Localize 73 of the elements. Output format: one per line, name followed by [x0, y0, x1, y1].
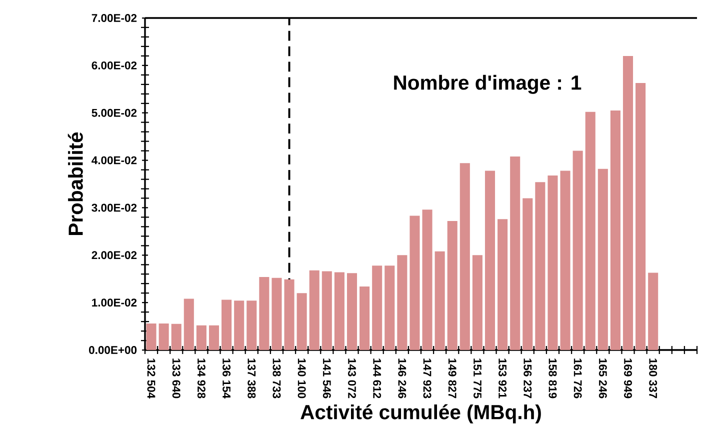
bar	[234, 300, 244, 350]
bar	[146, 323, 156, 350]
y-tick-label: 7.00E-02	[92, 14, 137, 22]
x-tick-label: 143 072	[348, 358, 356, 398]
bar	[346, 273, 358, 350]
bar	[510, 156, 520, 350]
bar	[522, 198, 533, 350]
bar	[246, 300, 257, 350]
bar	[548, 175, 558, 350]
bar	[397, 255, 408, 350]
x-tick-label: 134 928	[197, 358, 206, 398]
bar	[222, 300, 232, 350]
x-tick-label: 141 546	[322, 358, 331, 398]
bar	[372, 266, 382, 350]
x-tick-label: 133 640	[172, 358, 180, 398]
bar	[196, 325, 206, 350]
x-tick-label: 144 612	[373, 358, 382, 398]
y-tick-label: 2.00E-02	[92, 251, 137, 260]
bar	[484, 170, 496, 350]
x-tick-label: 165 246	[598, 358, 607, 398]
bar	[447, 221, 458, 350]
bar	[535, 182, 546, 350]
x-tick-label: 147 923	[423, 358, 432, 398]
bar	[410, 216, 420, 350]
bar	[384, 266, 395, 350]
bar	[648, 272, 658, 350]
bar	[284, 279, 294, 350]
bar	[572, 150, 583, 350]
bar	[472, 255, 482, 350]
x-tick-label: 149 827	[448, 358, 456, 398]
bar	[585, 112, 596, 350]
y-tick-label: 5.00E-02	[92, 108, 137, 117]
annotation: Nombre d'image : 1	[394, 74, 582, 94]
bar	[259, 276, 270, 350]
x-axis-title: Activité cumulée (MBq.h)	[300, 404, 541, 424]
x-tick-label: 140 100	[298, 358, 306, 398]
bar	[360, 286, 370, 350]
bar	[322, 271, 332, 350]
bar	[272, 278, 282, 350]
x-tick-label: 146 246	[398, 358, 406, 398]
x-tick-label: 161 726	[574, 358, 582, 398]
y-tick-label: 1.00E-02	[92, 298, 137, 307]
y-tick-label: 0.00E+00	[89, 346, 137, 354]
y-axis-title: Probabilité	[68, 132, 83, 235]
x-tick-label: 180 337	[649, 358, 658, 398]
bar	[498, 219, 508, 350]
bar	[610, 110, 620, 350]
x-tick-label: 138 733	[272, 358, 281, 398]
x-tick-label: 156 237	[524, 358, 532, 398]
y-tick-label: 4.00E-02	[92, 156, 137, 164]
bar	[296, 293, 307, 350]
bar	[208, 325, 220, 350]
bar	[422, 210, 432, 350]
bar	[560, 170, 570, 350]
x-tick-label: 158 819	[548, 358, 557, 398]
bar	[309, 270, 320, 350]
bar	[598, 168, 608, 350]
bar	[636, 82, 646, 350]
x-tick-label: 153 921	[498, 358, 507, 398]
x-tick-label: 136 154	[222, 358, 231, 399]
bar	[334, 272, 344, 350]
bar	[184, 298, 194, 350]
y-tick-label: 6.00E-02	[92, 61, 137, 70]
bar	[434, 251, 445, 350]
x-tick-label: 169 949	[624, 358, 632, 398]
x-tick-label: 151 775	[474, 358, 482, 398]
x-tick-label: 132 504	[147, 358, 156, 399]
x-tick-label: 137 388	[248, 358, 256, 398]
bar	[158, 323, 169, 350]
bar	[622, 56, 634, 350]
bar	[460, 163, 470, 350]
bar	[171, 324, 182, 350]
y-tick-label: 3.00E-02	[92, 204, 137, 212]
